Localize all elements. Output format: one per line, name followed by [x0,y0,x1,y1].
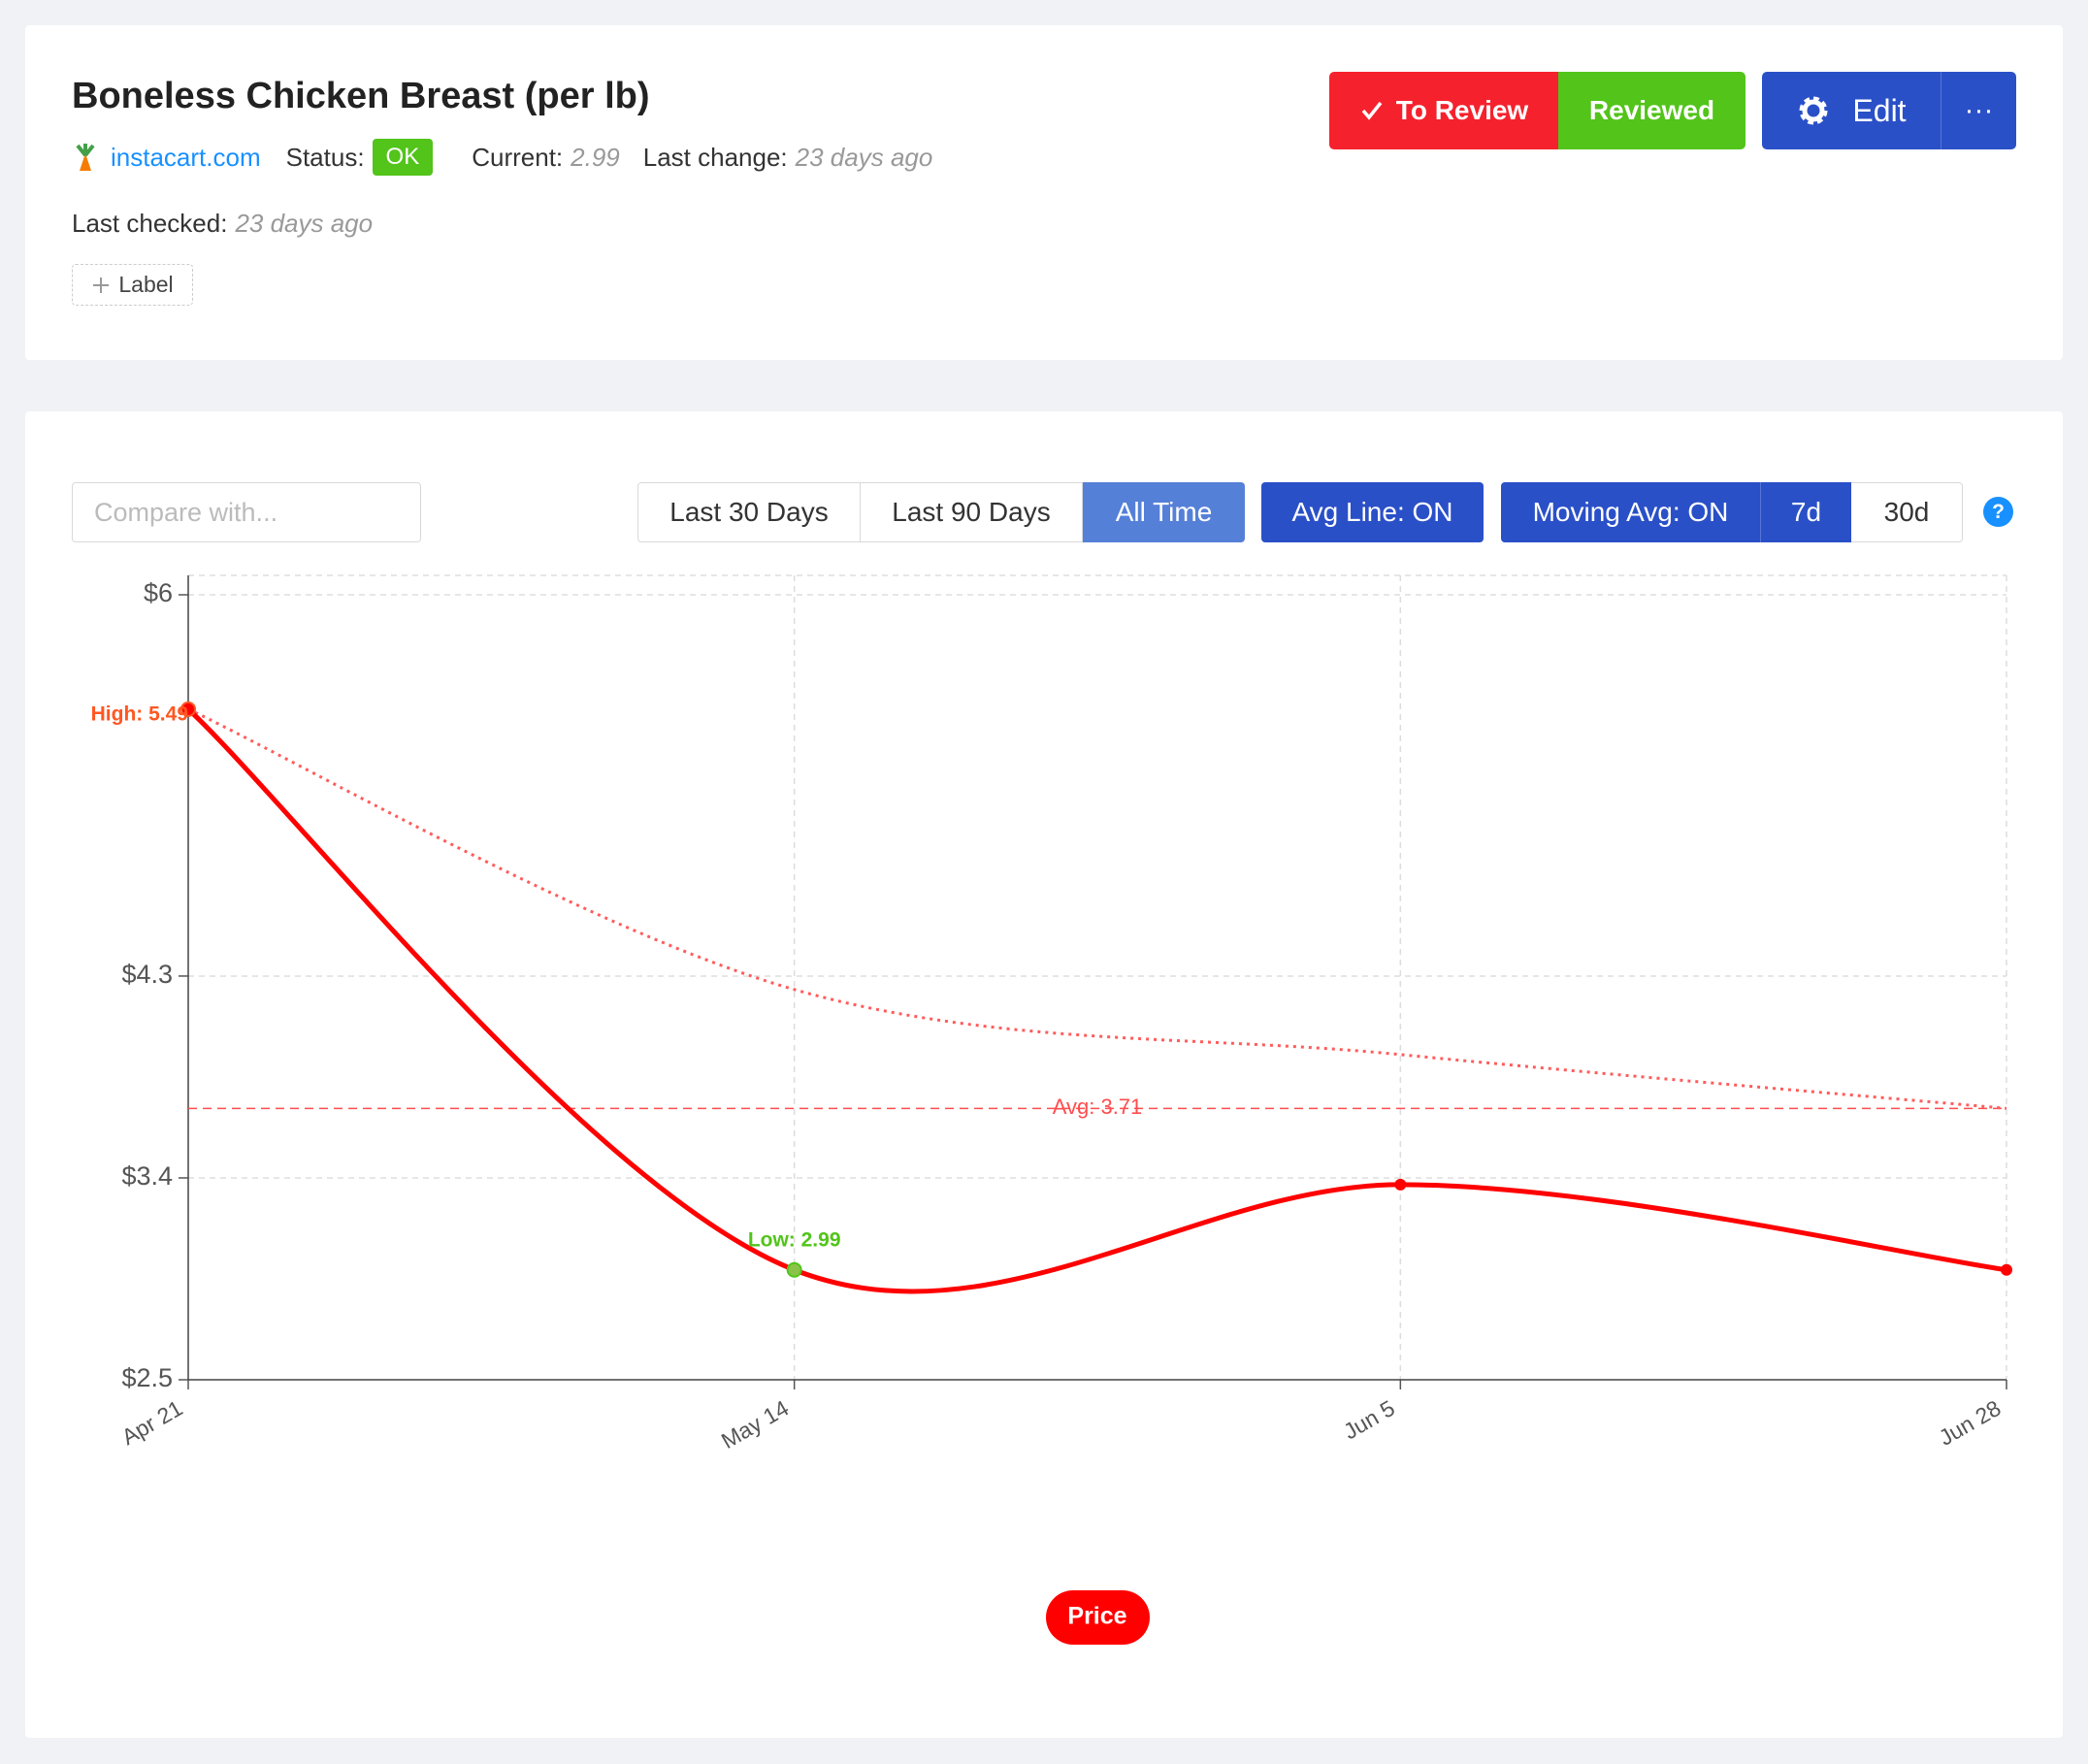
gear-icon [1799,96,1828,125]
plus-icon [93,277,110,293]
site-icon [76,144,95,171]
check-icon [1361,101,1383,120]
checked-row: Last checked: 23 days ago [72,204,373,243]
product-card: Boneless Chicken Breast (per lb) instaca… [25,25,2063,360]
high-label: High: 5.49 [91,702,188,725]
edit-button[interactable]: Edit [1762,72,1941,149]
product-title: Boneless Chicken Breast (per lb) [72,76,650,116]
moving-avg-toggle[interactable]: Moving Avg: ON [1501,482,1760,542]
site-link[interactable]: instacart.com [111,142,261,172]
range-group: Last 30 Days Last 90 Days All Time [637,482,1245,542]
compare-input[interactable]: Compare with... [72,482,421,542]
status-badge: OK [372,139,434,176]
meta-row: instacart.com Status: OK Current: 2.99 L… [72,138,932,177]
edit-text: Edit [1852,92,1907,128]
price-point [2001,1263,2012,1276]
price-chart: Apr 21 May 14 Jun 5 Jun 28 $2.5 $3.4 $4.3 $6 Avg… [91,574,2012,1645]
x-tick-label: May 14 [717,1395,793,1454]
add-label-text: Label [118,272,174,297]
x-tick-label: Jun 5 [1339,1395,1399,1445]
reviewed-button[interactable]: Reviewed [1558,72,1745,149]
window-button[interactable]: 30d [1851,482,1963,542]
last-change-value: 23 days ago [795,142,933,172]
moving-avg-group: Moving Avg: ON 7d 30d [1501,482,1963,542]
current-value: 2.99 [571,142,620,172]
add-label-button[interactable]: Label [72,264,193,306]
y-tick-label: $4.3 [121,960,173,989]
low-point [786,1261,802,1278]
chart-card: Compare with... Last 30 Days Last 90 Day… [25,411,2063,1738]
help-button[interactable]: ? [1983,497,2013,527]
price-line [186,707,2007,1294]
x-tick-label: Jun 28 [1935,1395,2006,1451]
x-tick-label: Apr 21 [117,1395,187,1450]
status-label: Status: [285,142,365,172]
range-button[interactable]: Last 30 Days [637,482,861,542]
last-checked-label: Last checked: [72,208,228,238]
y-tick-label: $6 [144,578,173,607]
last-change-label: Last change: [642,142,788,172]
more-button[interactable]: ··· [1941,72,2016,149]
window-button[interactable]: 7d [1760,482,1851,542]
y-tick-label: $2.5 [121,1363,173,1392]
average-label: Avg: 3.71 [1053,1094,1143,1119]
range-button[interactable]: All Time [1083,482,1245,542]
avg-line-toggle[interactable]: Avg Line: ON [1261,482,1484,542]
current-label: Current: [472,142,564,172]
price-point [1394,1178,1407,1191]
y-tick-label: $3.4 [121,1161,173,1191]
high-point [180,701,196,717]
moving-average-line [187,707,2007,1110]
to-review-button[interactable]: To Review [1329,72,1558,149]
legend-item[interactable] [1046,1590,1150,1645]
low-label: Low: 2.99 [748,1228,841,1251]
to-review-text: To Review [1395,95,1529,125]
range-button[interactable]: Last 90 Days [861,482,1083,542]
legend-label: Price [1067,1603,1126,1630]
last-checked-value: 23 days ago [235,208,374,238]
